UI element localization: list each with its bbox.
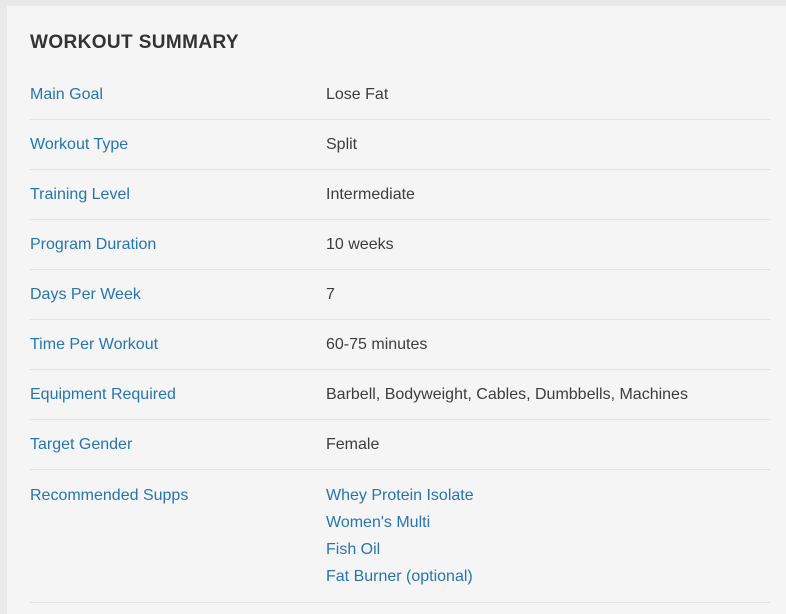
row-label-days-per-week: Days Per Week (30, 285, 141, 303)
row-label-time-per-workout: Time Per Workout (30, 335, 159, 353)
recommended-supps-links: Whey Protein Isolate Women's Multi Fish … (326, 482, 474, 590)
row-label-recommended-supps: Recommended Supps (30, 487, 189, 504)
row-value-target-gender: Female (326, 435, 380, 453)
row-value-equipment-required: Barbell, Bodyweight, Cables, Dumbbells, … (326, 385, 688, 403)
summary-row-equipment-required: Equipment Required Barbell, Bodyweight, … (30, 370, 770, 420)
supp-link-fish-oil[interactable]: Fish Oil (326, 541, 381, 558)
row-value-time-per-workout: 60-75 minutes (326, 335, 428, 353)
summary-row-time-per-workout: Time Per Workout 60-75 minutes (30, 320, 770, 370)
supp-link-fat-burner[interactable]: Fat Burner (optional) (326, 568, 473, 585)
summary-row-training-level: Training Level Intermediate (30, 170, 770, 220)
workout-summary-table: Main Goal Lose Fat Workout Type Split Tr… (7, 70, 786, 603)
supp-link-whey-protein-isolate[interactable]: Whey Protein Isolate (326, 487, 474, 504)
row-value-days-per-week: 7 (326, 285, 335, 303)
row-value-workout-type: Split (326, 135, 358, 153)
row-label-program-duration: Program Duration (30, 235, 157, 253)
summary-row-target-gender: Target Gender Female (30, 420, 770, 470)
summary-row-program-duration: Program Duration 10 weeks (30, 220, 770, 270)
summary-row-days-per-week: Days Per Week 7 (30, 270, 770, 320)
row-value-main-goal: Lose Fat (326, 85, 389, 103)
row-label-workout-type: Workout Type (30, 135, 129, 153)
row-value-training-level: Intermediate (326, 185, 415, 203)
workout-summary-card: WORKOUT SUMMARY Main Goal Lose Fat Worko… (7, 6, 786, 614)
row-label-equipment-required: Equipment Required (30, 385, 176, 403)
row-label-main-goal: Main Goal (30, 85, 103, 103)
row-label-training-level: Training Level (30, 185, 130, 203)
supp-link-womens-multi[interactable]: Women's Multi (326, 514, 431, 531)
summary-row-main-goal: Main Goal Lose Fat (30, 70, 770, 120)
row-label-target-gender: Target Gender (30, 435, 133, 453)
summary-row-recommended-supps: Recommended Supps Whey Protein Isolate W… (30, 470, 770, 603)
summary-row-workout-type: Workout Type Split (30, 120, 770, 170)
row-value-program-duration: 10 weeks (326, 235, 394, 253)
workout-summary-title: WORKOUT SUMMARY (30, 32, 239, 53)
